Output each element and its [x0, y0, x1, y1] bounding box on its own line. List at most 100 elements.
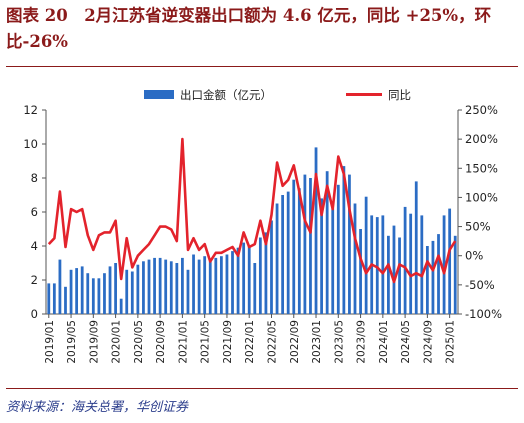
bar — [192, 254, 195, 314]
bar — [80, 266, 84, 314]
chart: 0 2 4 6 8 10 12 -100% -50% 0% 50% 100% 150% 200% 250%… — [23, 88, 502, 364]
left-axis-ticks: 0 2 4 6 8 10 12 — [23, 103, 46, 321]
bar — [219, 256, 223, 314]
bar — [420, 215, 424, 314]
bar — [387, 235, 390, 314]
bar — [375, 217, 379, 314]
bar — [119, 298, 123, 314]
bar — [47, 283, 51, 314]
line-series — [47, 137, 457, 284]
bar — [175, 263, 179, 314]
bar — [258, 237, 262, 314]
bar — [381, 215, 385, 314]
left-tick-label: 8 — [31, 171, 38, 185]
bar — [114, 263, 117, 314]
bar — [325, 171, 329, 314]
bar — [158, 257, 162, 314]
bar — [58, 259, 62, 314]
legend-bar-swatch — [144, 90, 174, 99]
x-tick-label: 2020/05 — [133, 320, 145, 364]
bar — [336, 184, 340, 314]
bar — [197, 259, 201, 314]
x-tick-label: 2022/01 — [244, 320, 256, 364]
chart-frame — [45, 110, 459, 315]
bar — [270, 220, 273, 314]
x-tick-label: 2023/01 — [311, 320, 323, 364]
left-tick-label: 10 — [23, 137, 38, 151]
x-tick-label: 2019/01 — [44, 320, 56, 364]
bar — [425, 246, 429, 314]
chart-title: 图表 20 2月江苏省逆变器出口额为 4.6 亿元，同比 +25%，环比-26% — [6, 6, 492, 51]
x-tick-label: 2023/05 — [333, 320, 345, 364]
bar — [225, 254, 229, 314]
x-tick-label: 2021/01 — [177, 320, 189, 364]
bar — [91, 278, 95, 314]
bar-series — [47, 147, 457, 314]
bar — [169, 261, 173, 314]
left-tick-label: 12 — [23, 103, 38, 117]
bar — [164, 259, 168, 314]
left-tick-label: 6 — [31, 205, 38, 219]
bar — [414, 181, 418, 314]
bar — [403, 206, 407, 314]
x-tick-label: 2021/09 — [222, 320, 234, 364]
x-tick-label: 2020/09 — [155, 320, 167, 364]
right-tick-label: 100% — [465, 190, 498, 204]
x-tick-label: 2023/09 — [356, 320, 368, 364]
right-tick-label: 250% — [465, 103, 498, 117]
right-axis-ticks: -100% -50% 0% 50% 100% 150% 200% 250% — [458, 103, 502, 321]
bar — [442, 215, 446, 314]
bar — [247, 246, 251, 314]
bar — [364, 196, 368, 314]
bar — [103, 273, 106, 314]
bar — [147, 259, 151, 314]
bar — [136, 264, 140, 314]
bar — [242, 242, 246, 314]
bar — [448, 208, 452, 314]
bar — [431, 240, 435, 314]
bar — [320, 198, 323, 314]
bar — [64, 286, 67, 314]
source-divider — [6, 388, 518, 389]
bar — [108, 266, 112, 314]
right-tick-label: 0% — [465, 249, 483, 263]
bar — [309, 178, 312, 314]
bar — [142, 261, 145, 314]
legend: 出口金额（亿元） 同比 — [144, 88, 411, 102]
bar — [453, 235, 457, 314]
right-tick-label: 200% — [465, 132, 498, 146]
bar — [359, 229, 362, 314]
x-tick-label: 2025/01 — [445, 320, 457, 364]
yoy-line — [47, 137, 457, 284]
bar — [409, 213, 413, 314]
bar — [348, 174, 351, 314]
bar — [297, 188, 301, 314]
right-tick-label: 150% — [465, 161, 498, 175]
bar — [52, 283, 56, 314]
bar — [292, 179, 296, 314]
x-tick-label: 2022/05 — [266, 320, 278, 364]
right-tick-label: -100% — [465, 307, 502, 321]
left-tick-label: 4 — [31, 239, 38, 253]
bar — [353, 203, 357, 314]
bar — [69, 269, 73, 314]
bar — [153, 257, 156, 314]
bar — [214, 257, 218, 314]
bar — [186, 269, 190, 314]
title-divider — [6, 66, 518, 67]
bar — [208, 261, 212, 314]
bar — [253, 263, 257, 314]
x-tick-label: 2024/01 — [378, 320, 390, 364]
bar — [97, 278, 101, 314]
left-tick-label: 0 — [31, 307, 38, 321]
bar — [281, 195, 285, 314]
bar — [125, 269, 129, 314]
source-note: 资料来源：海关总署，华创证券 — [6, 400, 189, 415]
bar — [314, 147, 318, 314]
bar — [275, 203, 279, 314]
left-tick-label: 2 — [31, 273, 38, 287]
bar — [231, 251, 234, 314]
bar — [130, 271, 134, 314]
bar — [181, 257, 184, 314]
x-tick-label: 2021/05 — [200, 320, 212, 364]
